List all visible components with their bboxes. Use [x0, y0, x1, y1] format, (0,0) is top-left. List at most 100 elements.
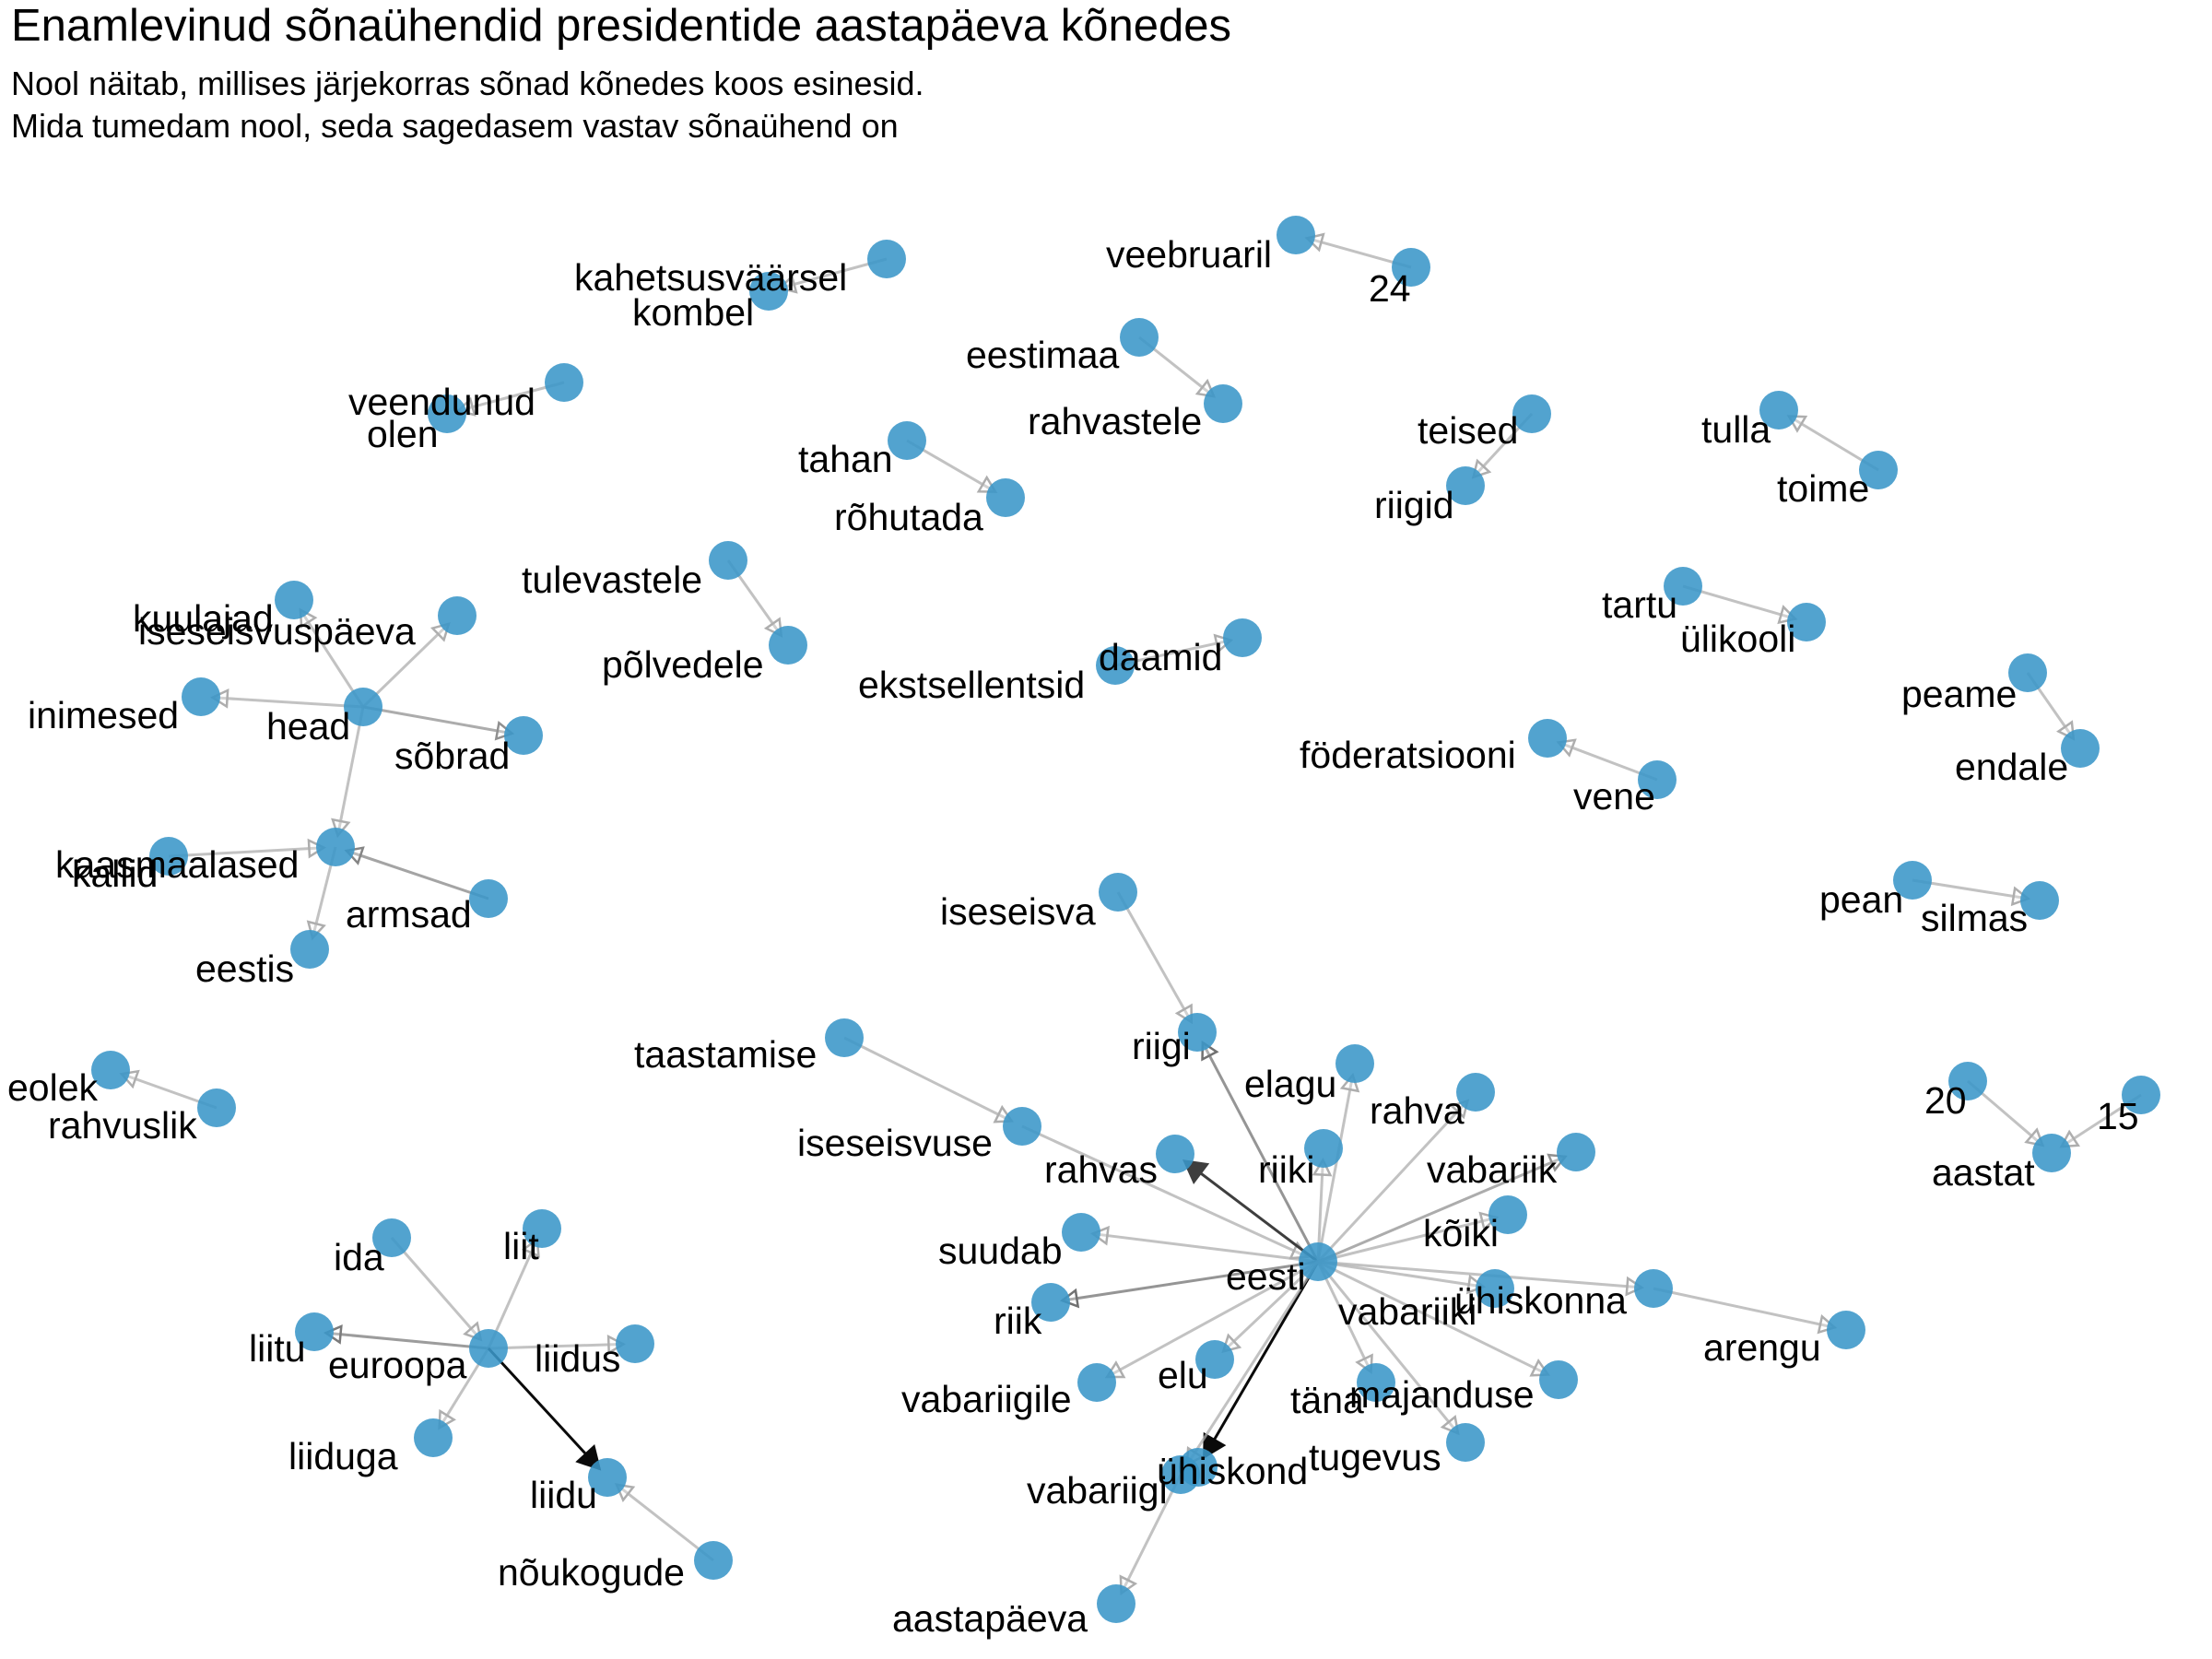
- node-liitu: [295, 1312, 334, 1351]
- node-label-tulla: tulla: [1701, 408, 1771, 451]
- edge-eesti-suudab: [1092, 1232, 1319, 1264]
- node-label-tana: täna: [1290, 1379, 1364, 1421]
- node-sobrad: [504, 716, 543, 755]
- node-label-aastat: aastat: [1932, 1151, 2035, 1194]
- node-rohutada: [986, 478, 1025, 517]
- node-tulevastele: [709, 541, 747, 580]
- node-kaasmaalased: [316, 828, 355, 866]
- node-label-liiduga: liiduga: [288, 1435, 398, 1477]
- node-aastat: [2032, 1134, 2071, 1172]
- node-rahvastele: [1204, 384, 1242, 423]
- edge-noukogude-liidu: [615, 1483, 714, 1562]
- node-label-polvedele: põlvedele: [602, 643, 764, 686]
- edge-iseseisva-riigi: [1116, 891, 1194, 1023]
- node-label-liit: liit: [503, 1225, 539, 1267]
- node-label-rohutada: rõhutada: [834, 496, 983, 538]
- node-endale: [2061, 729, 2100, 768]
- node-24: [1392, 248, 1430, 287]
- node-arengu: [1827, 1311, 1865, 1349]
- edge-head-iseseisvuspaeva: [361, 622, 451, 709]
- edge-eesti-koiki: [1317, 1216, 1498, 1264]
- edge-eesti-vabariiki: [1317, 1260, 1484, 1288]
- node-tugevus: [1446, 1423, 1485, 1462]
- edge-euroopa-liidus: [488, 1342, 624, 1350]
- node-aastapaeva: [1097, 1584, 1135, 1623]
- node-label-euroopa: euroopa: [328, 1344, 467, 1386]
- node-label-kuulajad: kuulajad: [133, 597, 274, 640]
- node-riigid: [1446, 466, 1485, 505]
- node-label-uhiskond: ühiskond: [1157, 1450, 1308, 1492]
- node-label-tugevus: tugevus: [1309, 1436, 1441, 1478]
- node-label-veendunud: veendunud: [348, 381, 535, 423]
- node-label-eestis: eestis: [195, 947, 294, 990]
- node-label-uhiskonna: ühiskonna: [1454, 1279, 1627, 1322]
- node-label-taastamise: taastamise: [634, 1033, 817, 1076]
- node-label-riigi: riigi: [1132, 1025, 1191, 1067]
- node-riik: [1031, 1283, 1070, 1322]
- node-label-20: 20: [1924, 1079, 1967, 1122]
- arrowhead-eesti-uhiskonna: [1625, 1276, 1645, 1297]
- node-label-vene: vene: [1573, 775, 1655, 818]
- node-label-noukogude: nõukogude: [498, 1551, 685, 1594]
- node-label-tahan: tahan: [798, 438, 893, 480]
- node-veendunud: [545, 363, 583, 402]
- node-vabariiki: [1476, 1269, 1514, 1308]
- node-15: [2122, 1076, 2160, 1114]
- edge-eesti-elagu: [1316, 1075, 1355, 1263]
- node-rahva: [1456, 1073, 1495, 1112]
- node-riiki: [1304, 1129, 1343, 1168]
- node-eestis: [290, 930, 329, 969]
- node-veebruaril: [1277, 216, 1315, 254]
- node-eestimaa: [1120, 318, 1159, 357]
- node-label-24: 24: [1369, 267, 1411, 310]
- node-riigi: [1178, 1013, 1217, 1052]
- node-elu: [1195, 1340, 1234, 1379]
- edge-eesti-riik: [1062, 1260, 1319, 1302]
- node-euroopa: [469, 1329, 508, 1368]
- node-noukogude: [694, 1541, 733, 1580]
- edge-kallid-kaasmaalased: [168, 846, 324, 858]
- node-vabariigi: [1161, 1455, 1200, 1494]
- node-head: [344, 688, 382, 726]
- node-tahan: [888, 421, 926, 460]
- node-label-veebruaril: veebruaril: [1106, 233, 1272, 276]
- node-vabariik: [1557, 1133, 1595, 1171]
- edge-eesti-majanduse: [1317, 1260, 1549, 1376]
- node-label-rahvastele: rahvastele: [1028, 400, 1202, 442]
- node-toime: [1859, 451, 1898, 489]
- node-rahvas: [1156, 1135, 1194, 1173]
- node-label-liidus: liidus: [535, 1337, 620, 1380]
- node-ulikooli: [1787, 603, 1826, 641]
- node-label-kahetsusvaarsel: kahetsusväärsel: [574, 256, 847, 299]
- node-label-aastapaeva: aastapäeva: [892, 1597, 1088, 1640]
- node-label-toime: toime: [1777, 467, 1869, 510]
- node-daamid: [1223, 618, 1262, 657]
- node-label-foderatsiooni: föderatsiooni: [1300, 734, 1516, 776]
- node-eolek: [91, 1051, 130, 1089]
- node-peame: [2008, 653, 2047, 692]
- edge-armsad-kaasmaalased: [346, 849, 489, 900]
- edge-ekstsellentsid-daamid: [1114, 639, 1232, 667]
- node-ida: [372, 1218, 411, 1257]
- node-kombel: [749, 272, 788, 311]
- edge-eesti-elu: [1222, 1260, 1320, 1353]
- node-label-teised: teised: [1418, 409, 1518, 452]
- edge-ida-euroopa: [390, 1237, 482, 1341]
- node-liit: [523, 1209, 561, 1248]
- node-label-vabariigile: vabariigile: [901, 1378, 1072, 1420]
- subtitle-line-1: Nool näitab, millises järjekorras sõnad …: [11, 65, 924, 102]
- node-label-arengu: arengu: [1703, 1326, 1821, 1369]
- node-label-liitu: liitu: [249, 1327, 306, 1370]
- node-inimesed: [182, 677, 220, 716]
- node-label-koiki: kõiki: [1423, 1212, 1499, 1254]
- edge-euroopa-liidu: [487, 1347, 601, 1470]
- node-elagu: [1335, 1044, 1374, 1083]
- node-tulla: [1759, 391, 1798, 429]
- node-label-rahvas: rahvas: [1044, 1148, 1158, 1191]
- node-label-vabariigi: vabariigi: [1027, 1469, 1168, 1512]
- edge-taastamise-iseseisvuse: [843, 1036, 1013, 1123]
- node-foderatsiooni: [1528, 719, 1567, 758]
- node-label-elagu: elagu: [1244, 1063, 1336, 1105]
- edge-uhiskonna-arengu: [1653, 1287, 1835, 1329]
- arrowhead-eesti-vabariiki: [1465, 1274, 1487, 1295]
